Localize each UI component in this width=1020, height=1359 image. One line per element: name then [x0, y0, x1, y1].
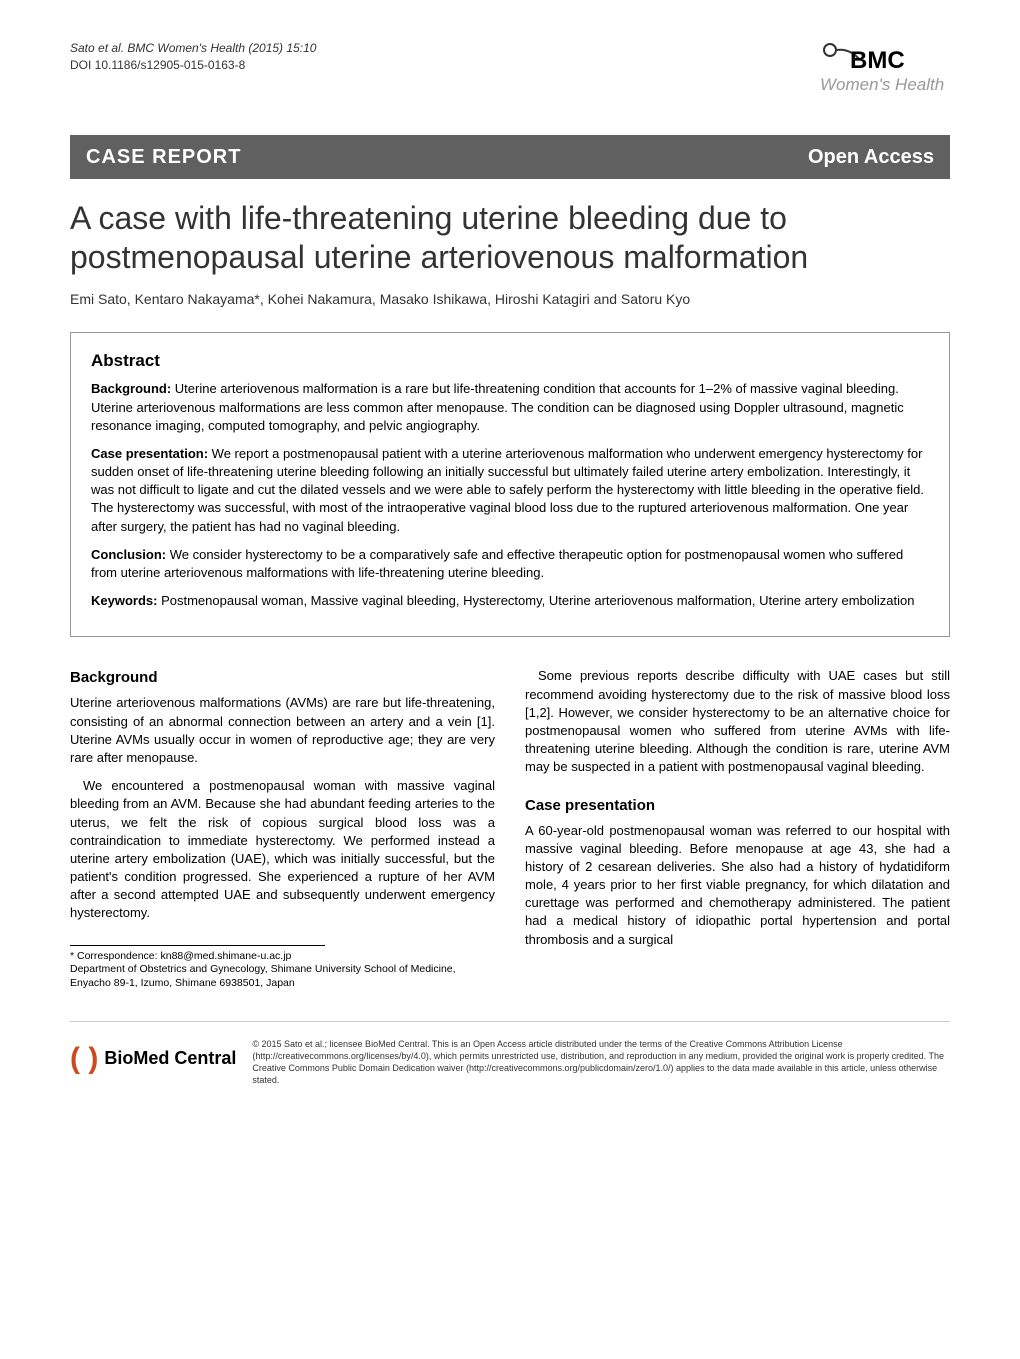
background-p1: Uterine arteriovenous malformations (AVM… — [70, 694, 495, 767]
header-row: Sato et al. BMC Women's Health (2015) 15… — [70, 40, 950, 105]
open-access-label: Open Access — [808, 143, 934, 171]
authors-list: Emi Sato, Kentaro Nakayama*, Kohei Nakam… — [70, 290, 950, 310]
correspondence-label: * Correspondence: — [70, 950, 160, 962]
article-title: A case with life-threatening uterine ble… — [70, 199, 950, 276]
logo-central: Central — [169, 1048, 236, 1068]
case-label: Case presentation: — [91, 446, 208, 461]
background-label: Background: — [91, 381, 171, 396]
body-two-column: Background Uterine arteriovenous malform… — [70, 667, 950, 990]
svg-text:BMC: BMC — [850, 47, 905, 74]
background-section-heading: Background — [70, 667, 495, 688]
case-text: We report a postmenopausal patient with … — [91, 446, 924, 534]
logo-biomed: BioMed — [104, 1048, 169, 1068]
conclusion-label: Conclusion: — [91, 547, 166, 562]
citation-block: Sato et al. BMC Women's Health (2015) 15… — [70, 40, 316, 74]
left-column: Background Uterine arteriovenous malform… — [70, 667, 495, 990]
abstract-conclusion: Conclusion: We consider hysterectomy to … — [91, 546, 929, 582]
article-type: CASE REPORT — [86, 143, 241, 171]
correspondence-divider — [70, 945, 325, 946]
license-text: © 2015 Sato et al.; licensee BioMed Cent… — [252, 1038, 950, 1087]
conclusion-text: We consider hysterectomy to be a compara… — [91, 547, 903, 580]
journal-logo: BMC Women's Health — [810, 40, 950, 105]
article-type-banner: CASE REPORT Open Access — [70, 135, 950, 179]
doi: DOI 10.1186/s12905-015-0163-8 — [70, 57, 316, 74]
brace-icon: ( ) — [70, 1038, 98, 1080]
affiliation: Department of Obstetrics and Gynecology,… — [70, 963, 456, 989]
svg-text:Women's Health: Women's Health — [820, 75, 944, 94]
footer: ( ) BioMed Central © 2015 Sato et al.; l… — [70, 1021, 950, 1087]
abstract-box: Abstract Background: Uterine arterioveno… — [70, 332, 950, 638]
right-p1: Some previous reports describe difficult… — [525, 667, 950, 776]
correspondence-email[interactable]: kn88@med.shimane-u.ac.jp — [160, 950, 291, 962]
abstract-keywords: Keywords: Postmenopausal woman, Massive … — [91, 592, 929, 610]
background-p2: We encountered a postmenopausal woman wi… — [70, 777, 495, 923]
keywords-label: Keywords: — [91, 593, 157, 608]
abstract-background: Background: Uterine arteriovenous malfor… — [91, 380, 929, 435]
bmc-logo-icon: BMC Women's Health — [810, 40, 950, 100]
background-text: Uterine arteriovenous malformation is a … — [91, 381, 904, 432]
citation: Sato et al. BMC Women's Health (2015) 15… — [70, 40, 316, 57]
abstract-case: Case presentation: We report a postmenop… — [91, 445, 929, 536]
biomed-central-text: BioMed Central — [104, 1046, 236, 1071]
case-section-heading: Case presentation — [525, 795, 950, 816]
biomed-central-logo: ( ) BioMed Central — [70, 1038, 236, 1080]
keywords-text: Postmenopausal woman, Massive vaginal bl… — [157, 593, 914, 608]
right-column: Some previous reports describe difficult… — [525, 667, 950, 990]
case-p1: A 60-year-old postmenopausal woman was r… — [525, 822, 950, 949]
abstract-heading: Abstract — [91, 349, 929, 373]
correspondence-block: * Correspondence: kn88@med.shimane-u.ac.… — [70, 950, 495, 991]
